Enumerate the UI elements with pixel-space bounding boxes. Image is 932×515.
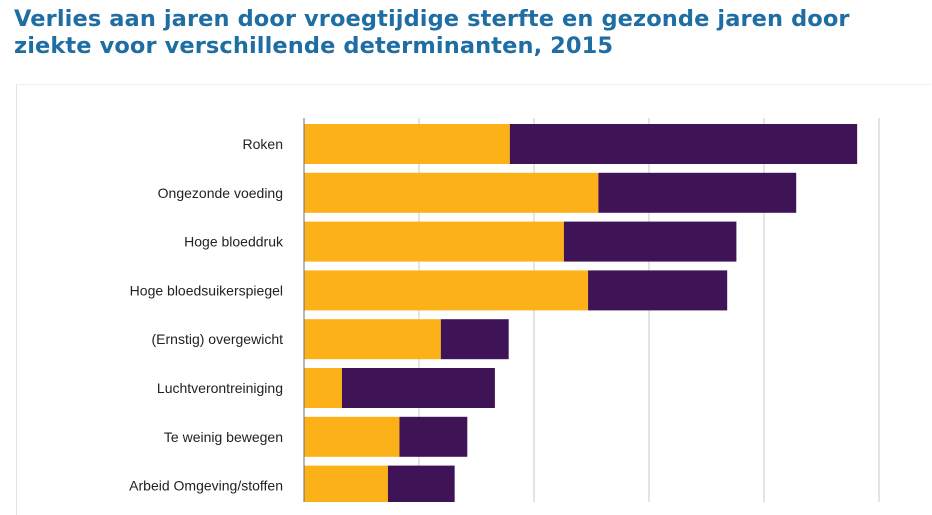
bar-3-segment-1 [304,221,564,262]
bar-8-segment-2 [387,465,455,502]
bar-7-segment-2 [399,416,468,457]
chart-title: Verlies aan jaren door vroegtijdige ster… [14,6,930,60]
bar-6-segment-1 [304,368,342,408]
category-label-4: Hoge bloedsuikerspiegel [130,282,283,298]
chart-frame [16,84,931,515]
bar-7-segment-1 [304,416,400,457]
category-label-2: Ongezonde voeding [158,185,283,201]
bar-4-segment-1 [304,270,589,311]
bar-1-segment-2 [509,124,858,164]
bar-5-segment-2 [440,319,509,360]
chart-title-line-2: ziekte voor verschillende determinanten,… [14,33,614,59]
category-label-3: Hoge bloeddruk [184,234,284,250]
bar-2-segment-1 [304,172,599,213]
category-label-8: Arbeid Omgeving/stoffen [129,478,283,494]
category-label-1: Roken [243,136,283,152]
category-label-7: Te weinig bewegen [164,429,283,445]
bar-1-segment-1 [304,124,510,164]
bar-5-segment-1 [304,319,441,360]
bar-6-segment-2 [341,368,495,408]
bar-8-segment-1 [304,465,388,502]
bar-2-segment-2 [598,172,797,213]
category-label-5: (Ernstig) overgewicht [152,331,284,347]
category-label-6: Luchtverontreiniging [157,380,283,396]
stacked-bar-chart: Roken Ongezonde voeding Hoge bloeddruk Hoge… [129,118,880,502]
bar-4-segment-2 [588,270,728,311]
bar-3-segment-2 [563,221,737,262]
chart-title-line-1: Verlies aan jaren door vroegtijdige ster… [14,6,850,32]
